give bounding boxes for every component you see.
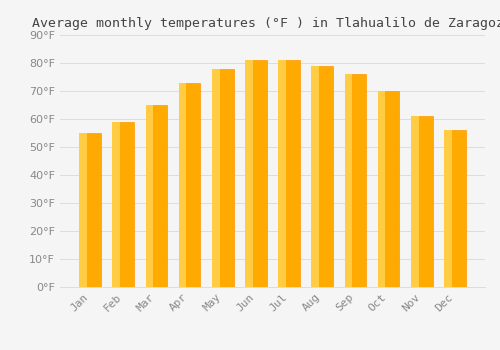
Bar	[278, 60, 300, 287]
Bar	[80, 133, 87, 287]
Bar	[278, 60, 286, 287]
Bar	[411, 116, 418, 287]
Bar	[179, 83, 186, 287]
Bar	[212, 69, 234, 287]
Bar	[344, 74, 352, 287]
Bar	[444, 130, 466, 287]
Bar	[378, 91, 386, 287]
Bar	[444, 130, 452, 287]
Bar	[112, 122, 120, 287]
Bar	[312, 66, 333, 287]
Bar	[312, 66, 319, 287]
Bar	[344, 74, 366, 287]
Title: Average monthly temperatures (°F ) in Tlahualilo de Zaragoza: Average monthly temperatures (°F ) in Tl…	[32, 17, 500, 30]
Bar	[179, 83, 201, 287]
Bar	[411, 116, 432, 287]
Bar	[245, 60, 266, 287]
Bar	[212, 69, 220, 287]
Bar	[146, 105, 153, 287]
Bar	[146, 105, 167, 287]
Bar	[80, 133, 101, 287]
Bar	[245, 60, 252, 287]
Bar	[378, 91, 400, 287]
Bar	[112, 122, 134, 287]
